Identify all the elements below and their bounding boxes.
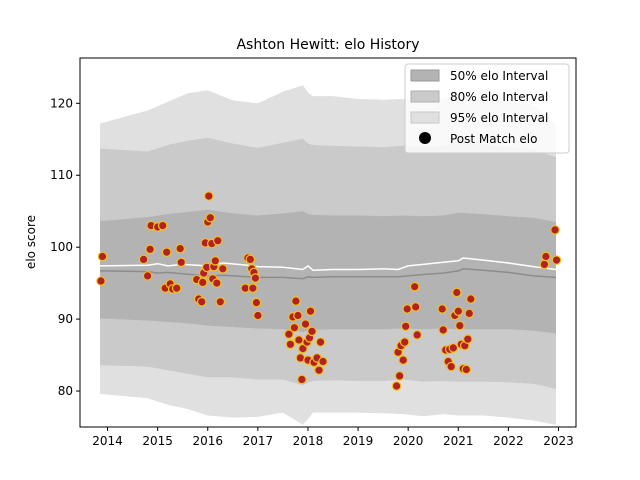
post-match-point (248, 283, 258, 293)
post-match-point (291, 296, 301, 306)
x-tick-label: 2016 (192, 434, 223, 448)
post-match-point (297, 374, 307, 385)
x-tick-label: 2019 (343, 434, 374, 448)
plot-area (96, 85, 562, 425)
post-match-point (461, 364, 472, 375)
post-match-point (402, 304, 412, 314)
post-match-point (465, 294, 476, 304)
post-match-point (176, 257, 186, 268)
post-match-point (285, 339, 296, 350)
post-match-point (318, 356, 328, 367)
x-tick-label: 2018 (293, 434, 324, 448)
post-match-point (97, 251, 108, 262)
post-match-point (293, 310, 303, 321)
post-match-point (197, 277, 208, 288)
post-match-point (551, 255, 562, 265)
post-match-point (138, 254, 149, 265)
post-match-point (294, 335, 304, 345)
legend-box (404, 63, 570, 154)
post-match-point (314, 365, 324, 375)
post-match-point (394, 371, 405, 381)
y-tick-label: 90 (58, 312, 73, 326)
post-match-point (399, 337, 410, 347)
y-tick-label: 100 (50, 240, 73, 254)
post-match-point (448, 343, 459, 353)
legend-label-50: 50% elo Interval (450, 69, 548, 83)
post-match-point (212, 278, 222, 288)
y-tick-label: 110 (50, 168, 73, 182)
x-tick-label: 2017 (243, 434, 274, 448)
y-tick-label: 120 (50, 96, 73, 110)
post-match-point (550, 225, 560, 235)
post-match-point (289, 322, 300, 333)
legend-swatch-50 (410, 69, 440, 82)
post-match-point (446, 361, 456, 372)
post-match-point (251, 297, 262, 308)
post-match-point (410, 302, 421, 312)
x-tick-label: 2023 (543, 434, 574, 448)
post-match-point (218, 263, 228, 274)
mean-line (99, 257, 557, 271)
post-match-point (462, 334, 473, 344)
x-tick-label: 2022 (493, 434, 524, 448)
post-match-point (250, 273, 261, 283)
post-match-point (196, 296, 207, 307)
post-match-point (204, 191, 214, 201)
post-match-point (391, 381, 402, 391)
post-match-point (541, 251, 551, 262)
post-match-point (161, 247, 172, 257)
post-match-point (300, 319, 311, 329)
post-match-point (409, 281, 420, 292)
post-match-point (213, 235, 223, 246)
post-match-point (157, 220, 168, 231)
post-match-point (438, 325, 448, 335)
post-match-point (400, 321, 411, 332)
post-match-point (171, 283, 182, 293)
post-match-point (315, 337, 326, 347)
legend-swatch-80 (410, 90, 440, 103)
post-match-point (437, 304, 447, 314)
post-match-point (142, 271, 153, 281)
post-match-point (284, 329, 294, 339)
x-tick-label: 2015 (142, 434, 173, 448)
post-match-point (205, 212, 216, 223)
post-match-point (215, 296, 226, 307)
x-tick-label: 2021 (443, 434, 474, 448)
post-match-point (398, 355, 408, 365)
legend-swatch-95 (410, 111, 440, 124)
post-match-point (253, 310, 263, 321)
x-tick-label: 2014 (92, 434, 123, 448)
chart-title: Ashton Hewitt: elo History (236, 37, 419, 53)
post-match-point (145, 244, 155, 255)
legend-label-80: 80% elo Interval (450, 90, 548, 104)
post-match-point (412, 330, 422, 340)
post-match-point (451, 287, 462, 298)
x-axis: 2014 2015 2016 2017 2018 2019 2020 2021 2022 2023 (92, 427, 574, 448)
legend-label-post-match: Post Match elo (450, 132, 537, 146)
post-match-point (454, 320, 465, 331)
post-match-point (245, 254, 256, 265)
median-line (99, 268, 557, 280)
legend-label-95: 95% elo Interval (450, 111, 548, 125)
post-match-point (307, 326, 317, 337)
legend: 50% elo Interval 80% elo Interval 95% el… (404, 63, 570, 154)
axes-frame (79, 57, 577, 428)
y-tick-label: 80 (58, 384, 73, 398)
post-match-point (96, 276, 106, 286)
x-tick-label: 2020 (393, 434, 424, 448)
post-match-point (539, 259, 550, 270)
y-axis-label: elo score (24, 215, 38, 269)
band-50 (100, 209, 556, 334)
post-match-point (453, 306, 464, 316)
legend-marker-post-match (419, 132, 431, 144)
post-match-point (464, 308, 475, 319)
post-match-point (210, 255, 221, 266)
post-match-point (175, 243, 185, 254)
y-axis: 80 90 100 110 120 (50, 96, 80, 398)
post-match-point (305, 306, 316, 316)
